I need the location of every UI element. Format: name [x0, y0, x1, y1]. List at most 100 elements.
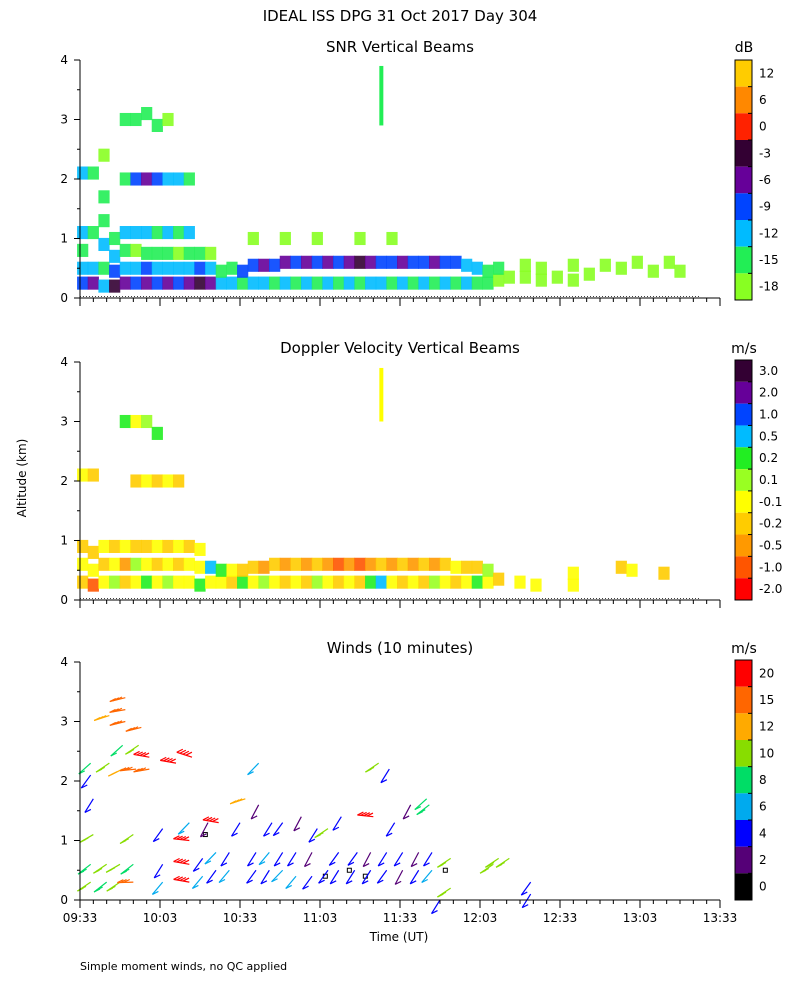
velocity-data-cell — [429, 575, 441, 589]
barb-staff — [332, 816, 342, 831]
barb-staff — [410, 852, 420, 867]
velocity-y-tick-label: 0 — [60, 593, 68, 607]
velocity-data-cell — [77, 539, 89, 553]
barb-staff — [308, 828, 318, 843]
velocity-colorbar-swatch — [735, 534, 752, 557]
snr-data-cell — [87, 276, 99, 290]
wind-barb — [152, 828, 164, 843]
velocity-data-cell — [567, 566, 579, 580]
barb-feather — [173, 835, 180, 840]
barb-staff — [521, 893, 532, 908]
snr-data-cell — [471, 261, 483, 275]
velocity-data-cell — [162, 575, 174, 589]
barb-staff — [293, 816, 302, 832]
velocity-data-cell — [173, 575, 185, 589]
wind-barb — [202, 816, 219, 824]
velocity-data-cell — [130, 557, 142, 571]
velocity-colorbar-label: -2.0 — [759, 582, 782, 596]
velocity-data-cell — [333, 575, 345, 589]
velocity-data-cell — [322, 557, 334, 571]
snr-y-tick-label: 2 — [60, 172, 68, 186]
winds-panel-title: Winds (10 minutes) — [327, 639, 474, 657]
barb-feather — [173, 857, 180, 863]
winds-colorbar-label: 0 — [759, 880, 767, 894]
barb-staff — [206, 869, 217, 884]
snr-data-cell — [109, 249, 121, 263]
barb-staff — [84, 798, 94, 813]
snr-colorbar-swatch — [735, 273, 752, 300]
barb-feather — [293, 827, 301, 832]
wind-barb — [153, 863, 164, 879]
barb-feather — [329, 880, 337, 885]
winds-y-tick-label: 2 — [60, 774, 68, 788]
wind-barb — [109, 696, 126, 703]
barb-staff — [173, 860, 190, 865]
snr-data-cell — [162, 112, 174, 127]
wind-barb — [421, 869, 433, 884]
snr-data-cell — [162, 172, 174, 186]
calm-marker — [346, 867, 352, 873]
barb-feather — [123, 878, 131, 884]
wind-barb — [361, 869, 372, 885]
barb-staff — [318, 869, 329, 884]
snr-data-cell — [237, 276, 249, 290]
snr-data-cell — [301, 276, 313, 290]
barb-staff — [273, 852, 284, 867]
barb-feather — [152, 890, 159, 895]
barb-staff — [357, 814, 374, 818]
snr-data-cell — [130, 261, 142, 275]
snr-data-cell — [333, 255, 345, 269]
velocity-plot-area — [77, 367, 670, 592]
barb-feather — [136, 751, 143, 756]
wind-barb — [308, 828, 318, 843]
velocity-data-cell — [162, 557, 174, 571]
snr-data-cell — [279, 276, 291, 290]
velocity-data-cell — [269, 575, 281, 589]
velocity-data-cell — [87, 545, 99, 559]
snr-data-cell — [535, 261, 547, 275]
wind-barb — [133, 767, 150, 773]
snr-data-cell — [98, 261, 110, 275]
velocity-data-cell — [151, 474, 163, 488]
snr-data-cell — [173, 172, 185, 186]
snr-colorbar-label: 0 — [759, 120, 767, 134]
barb-feather — [128, 727, 136, 732]
wind-barb — [77, 881, 92, 892]
barb-feather — [177, 830, 185, 835]
snr-data-cell — [247, 258, 259, 272]
snr-data-cell — [247, 276, 259, 290]
snr-data-cell — [141, 246, 153, 260]
barb-staff — [199, 822, 209, 838]
velocity-data-cell — [615, 560, 627, 574]
barb-staff — [192, 857, 204, 872]
barb-feather — [112, 708, 119, 713]
snr-data-cell — [279, 231, 291, 246]
barb-feather — [439, 861, 447, 867]
velocity-data-cell — [183, 539, 195, 553]
barb-feather — [366, 812, 374, 817]
snr-data-cell — [194, 276, 206, 290]
barb-feather — [482, 867, 489, 872]
velocity-colorbar-label: 3.0 — [759, 364, 778, 378]
wind-barb — [357, 811, 374, 818]
wind-barb — [377, 852, 388, 867]
snr-data-cell — [418, 276, 430, 290]
barb-feather — [182, 750, 190, 755]
barb-staff — [287, 852, 297, 867]
snr-data-cell — [87, 226, 99, 240]
snr-data-cell — [119, 172, 131, 186]
snr-data-cell — [119, 243, 131, 257]
snr-data-cell — [461, 258, 473, 272]
snr-data-cell — [119, 276, 131, 290]
velocity-panel-title: Doppler Velocity Vertical Beams — [280, 339, 520, 357]
wind-barb — [287, 852, 297, 867]
velocity-data-cell — [162, 474, 174, 488]
snr-data-cell — [151, 118, 163, 132]
barb-feather — [260, 880, 268, 885]
snr-data-cell — [258, 276, 270, 290]
velocity-colorbar-frame — [734, 359, 753, 601]
snr-data-cell — [322, 276, 334, 290]
snr-data-cell — [141, 226, 153, 240]
wind-barb — [95, 762, 110, 773]
